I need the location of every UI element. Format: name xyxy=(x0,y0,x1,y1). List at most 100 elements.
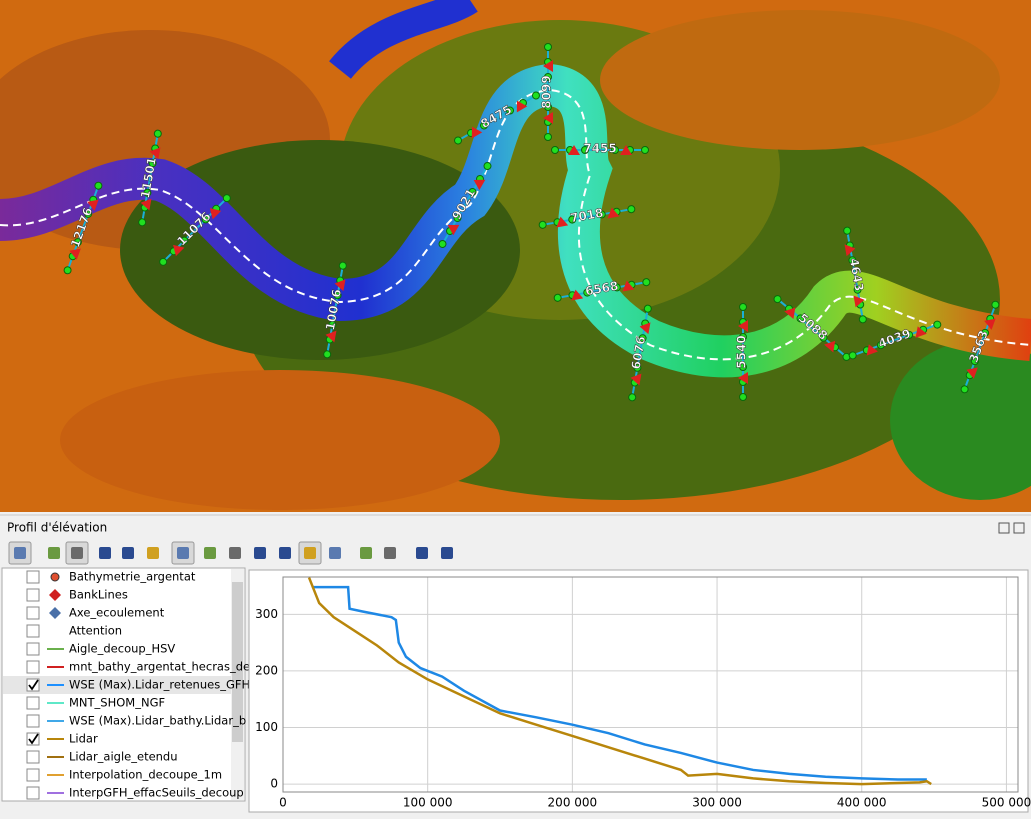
float-button[interactable] xyxy=(998,522,1010,534)
flow-axis xyxy=(0,88,1031,361)
bank-marker xyxy=(173,244,185,257)
checkbox[interactable] xyxy=(26,642,40,656)
bank-marker xyxy=(471,126,483,139)
cross-section[interactable]: 7018 xyxy=(538,200,636,231)
section-vertex xyxy=(338,261,347,270)
checkbox[interactable] xyxy=(26,570,40,584)
tool-icon xyxy=(384,547,396,559)
section-vertex xyxy=(796,314,805,323)
layer-name[interactable]: Bathymetrie_argentat xyxy=(69,570,196,584)
layer-name[interactable]: Aigle_decoup_HSV xyxy=(69,642,175,656)
section-vertex xyxy=(553,293,562,302)
section-vertex xyxy=(876,341,885,350)
bank-marker xyxy=(87,199,99,211)
scroll-thumb[interactable] xyxy=(232,582,243,742)
x-tick-label: 0 xyxy=(279,796,287,810)
section-vertex xyxy=(583,288,592,297)
bank-marker xyxy=(325,330,337,343)
checkbox[interactable] xyxy=(26,786,40,800)
checkbox[interactable] xyxy=(26,660,40,674)
section-vertex xyxy=(739,333,747,341)
section-vertex xyxy=(480,121,489,130)
checkbox[interactable] xyxy=(26,606,40,620)
section-vertex xyxy=(612,283,621,292)
profile-chart xyxy=(248,569,1029,813)
layer-name[interactable]: Attention xyxy=(69,624,122,638)
bank-marker xyxy=(853,295,865,308)
bank-marker xyxy=(69,248,81,260)
layer-name[interactable]: InterpGFH_effacSeuils_decoup xyxy=(69,786,244,800)
bank-marker xyxy=(824,340,836,353)
layer-name[interactable]: Lidar xyxy=(69,732,98,746)
section-label: 6076 xyxy=(629,335,649,370)
bank-marker xyxy=(149,147,161,160)
checkbox[interactable] xyxy=(26,750,40,764)
bank-marker xyxy=(738,320,748,332)
bank-marker xyxy=(639,322,651,335)
layer-icon xyxy=(50,572,60,582)
bank-marker xyxy=(516,100,528,113)
tool-icon xyxy=(441,547,453,559)
profile-line xyxy=(311,585,927,781)
x-tick-label: 500 000 xyxy=(982,796,1031,810)
cross-section[interactable]: 8099 xyxy=(539,43,554,141)
section-vertex xyxy=(970,357,979,366)
cross-section[interactable]: 6568 xyxy=(553,273,651,304)
layer-name[interactable]: BankLines xyxy=(69,588,128,602)
bank-marker xyxy=(738,372,748,384)
layer-name[interactable]: WSE (Max).Lidar_bathy.Lidar_b xyxy=(69,714,246,728)
section-vertex xyxy=(201,215,210,224)
terrain xyxy=(600,10,1000,150)
section-vertex xyxy=(544,73,552,81)
layer-name[interactable]: Interpolation_decoupe_1m xyxy=(69,768,222,782)
section-vertex xyxy=(773,295,782,304)
section-vertex xyxy=(848,351,857,360)
section-vertex xyxy=(581,146,589,154)
layer-name[interactable]: MNT_SHOM_NGF xyxy=(69,696,165,710)
checkmark xyxy=(28,679,39,691)
section-vertex xyxy=(73,238,82,247)
section-vertex xyxy=(905,330,914,339)
section-vertex xyxy=(848,256,857,265)
layer-name[interactable]: Lidar_aigle_etendu xyxy=(69,750,178,764)
checkbox[interactable] xyxy=(26,696,40,710)
bank-marker xyxy=(543,60,553,72)
section-vertex xyxy=(544,133,552,141)
section-vertex xyxy=(180,236,189,245)
checkbox[interactable] xyxy=(26,624,40,638)
x-tick-label: 300 000 xyxy=(692,796,742,810)
bank-marker xyxy=(447,224,460,236)
section-vertex xyxy=(627,205,636,214)
cross-section[interactable]: 6076 xyxy=(623,304,654,402)
layer-name[interactable]: WSE (Max).Lidar_retenues_GFH xyxy=(69,678,250,692)
tool-icon xyxy=(279,547,291,559)
checkbox[interactable] xyxy=(26,768,40,782)
section-vertex xyxy=(643,304,652,313)
section-vertex xyxy=(819,333,828,342)
tool-icon xyxy=(329,547,341,559)
profile-line xyxy=(307,577,932,786)
section-vertex xyxy=(143,188,152,197)
section-vertex xyxy=(960,385,969,394)
terrain xyxy=(890,340,1031,500)
map-canvas[interactable]: 1217611501110761007690218475809974557018… xyxy=(0,0,1031,512)
panel-buttons[interactable] xyxy=(998,522,1025,534)
layer-name[interactable]: mnt_bathy_argentat_hecras_de xyxy=(69,660,250,674)
bank-marker xyxy=(334,279,346,292)
y-tick-label: 100 xyxy=(255,720,278,734)
cross-section[interactable]: 7455 xyxy=(551,141,649,156)
cross-section[interactable]: 5540 xyxy=(734,303,749,401)
layer-name[interactable]: Axe_ecoulement xyxy=(69,606,165,620)
section-vertex xyxy=(858,315,867,324)
checkbox[interactable] xyxy=(26,714,40,728)
close-button[interactable] xyxy=(1013,522,1025,534)
cross-section[interactable]: 4643 xyxy=(841,226,872,324)
tool-icon xyxy=(14,547,26,559)
checkbox[interactable] xyxy=(26,588,40,602)
tool-icon xyxy=(229,547,241,559)
bank-marker xyxy=(620,145,632,155)
tool-icon xyxy=(204,547,216,559)
layer-icon xyxy=(49,607,61,619)
